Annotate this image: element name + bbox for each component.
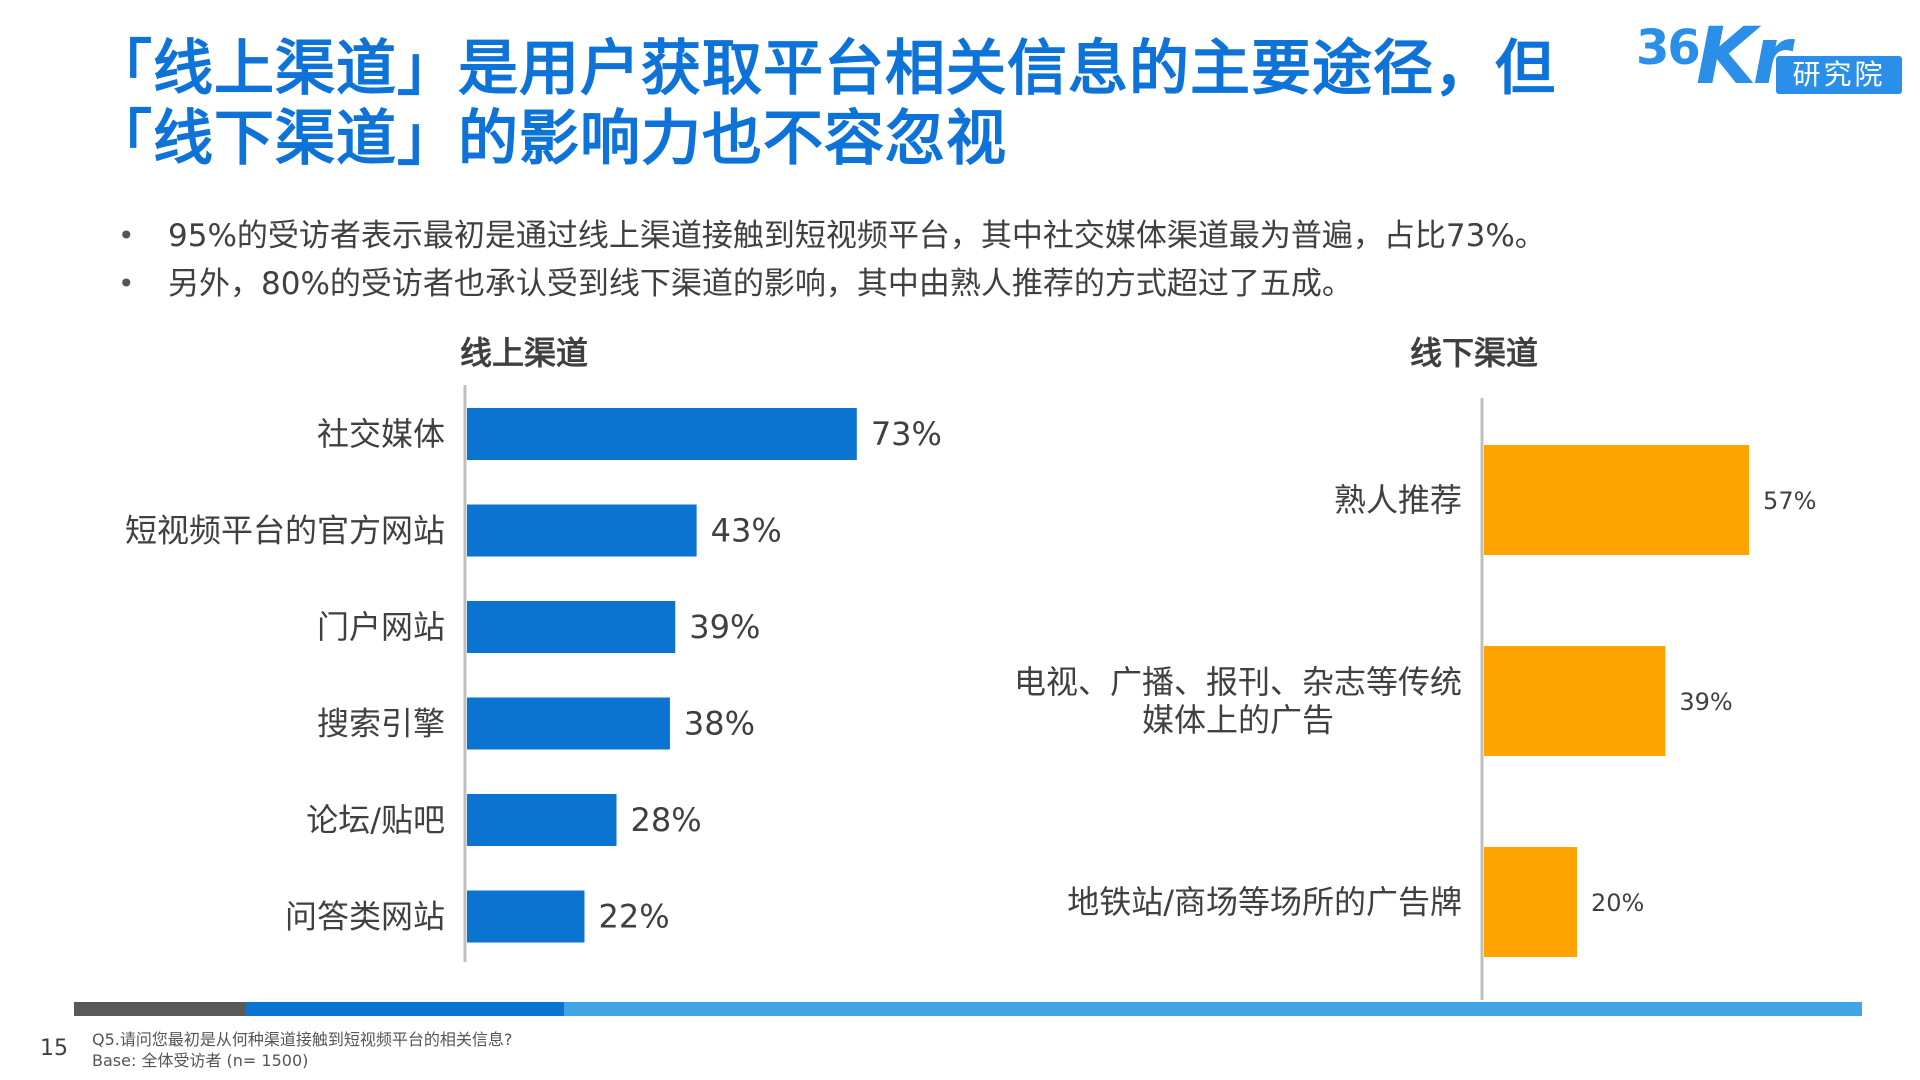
offline-bar: [1484, 445, 1750, 555]
online-value-label: 28%: [631, 801, 702, 839]
online-category-label: 问答类网站: [285, 898, 445, 936]
offline-category-label: 熟人推荐: [1334, 481, 1462, 519]
bullet-icon: •: [118, 267, 135, 300]
footer-bar-segment: [74, 1002, 246, 1016]
online-category-label: 门户网站: [317, 608, 445, 646]
logo-number: 36: [1636, 20, 1701, 76]
key-findings: • 95%的受访者表示最初是通过线上渠道接触到短视频平台，其中社交媒体渠道最为普…: [118, 212, 1546, 308]
online-channels-chart: 社交媒体 73% 短视频平台的官方网站 43% 门户网站 39% 搜索引擎 38% 论坛/贴吧 2…: [125, 385, 942, 962]
bullet-icon: •: [118, 219, 135, 252]
online-bar: [467, 890, 585, 943]
finding-item: • 另外，80%的受访者也承认受到线下渠道的影响，其中由熟人推荐的方式超过了五成…: [118, 260, 1546, 308]
online-bar: [467, 601, 676, 653]
sample-base-note: Base: 全体受访者 (n= 1500): [92, 1051, 309, 1070]
offline-value-label: 57%: [1763, 487, 1816, 515]
online-bar: [467, 697, 670, 750]
offline-bar: [1484, 847, 1577, 957]
offline-category-label: 媒体上的广告: [1142, 701, 1334, 739]
page-title: 「线上渠道」是用户获取平台相关信息的主要途径，但「线下渠道」的影响力也不容忽视: [92, 34, 1556, 174]
brand-logo: 36 Kr 研究院: [1636, 12, 1906, 102]
offline-category-label: 地铁站/商场等场所的广告牌: [1067, 883, 1462, 921]
online-value-label: 22%: [598, 898, 669, 936]
offline-value-label: 39%: [1679, 688, 1732, 716]
page-number: 15: [40, 1036, 68, 1061]
online-value-label: 73%: [871, 415, 942, 453]
survey-question-note: Q5.请问您最初是从何种渠道接触到短视频平台的相关信息?: [92, 1030, 513, 1049]
online-category-label: 搜索引擎: [317, 705, 445, 743]
online-value-label: 38%: [684, 705, 755, 743]
offline-category-label: 电视、广播、报刊、杂志等传统: [1014, 663, 1462, 701]
online-bar: [467, 794, 617, 846]
offline-value-label: 20%: [1591, 889, 1644, 917]
online-value-label: 43%: [711, 512, 782, 550]
finding-text: 95%的受访者表示最初是通过线上渠道接触到短视频平台，其中社交媒体渠道最为普遍，…: [168, 218, 1546, 254]
logo-tag: 研究院: [1776, 56, 1902, 94]
online-bar: [467, 504, 697, 557]
logo-brand: Kr: [1696, 12, 1791, 102]
online-category-label: 社交媒体: [317, 415, 445, 453]
online-category-label: 短视频平台的官方网站: [125, 512, 445, 550]
offline-chart-title: 线下渠道: [1410, 334, 1539, 372]
footer-bar-segment: [246, 1002, 564, 1016]
offline-bar: [1484, 646, 1666, 756]
online-bar: [467, 408, 857, 460]
online-value-label: 39%: [689, 608, 760, 646]
footer-bar-segment: [564, 1002, 1862, 1016]
online-category-label: 论坛/贴吧: [306, 801, 445, 839]
finding-text: 另外，80%的受访者也承认受到线下渠道的影响，其中由熟人推荐的方式超过了五成。: [168, 266, 1353, 302]
online-chart-title: 线上渠道: [460, 334, 589, 372]
finding-item: • 95%的受访者表示最初是通过线上渠道接触到短视频平台，其中社交媒体渠道最为普…: [118, 212, 1546, 260]
